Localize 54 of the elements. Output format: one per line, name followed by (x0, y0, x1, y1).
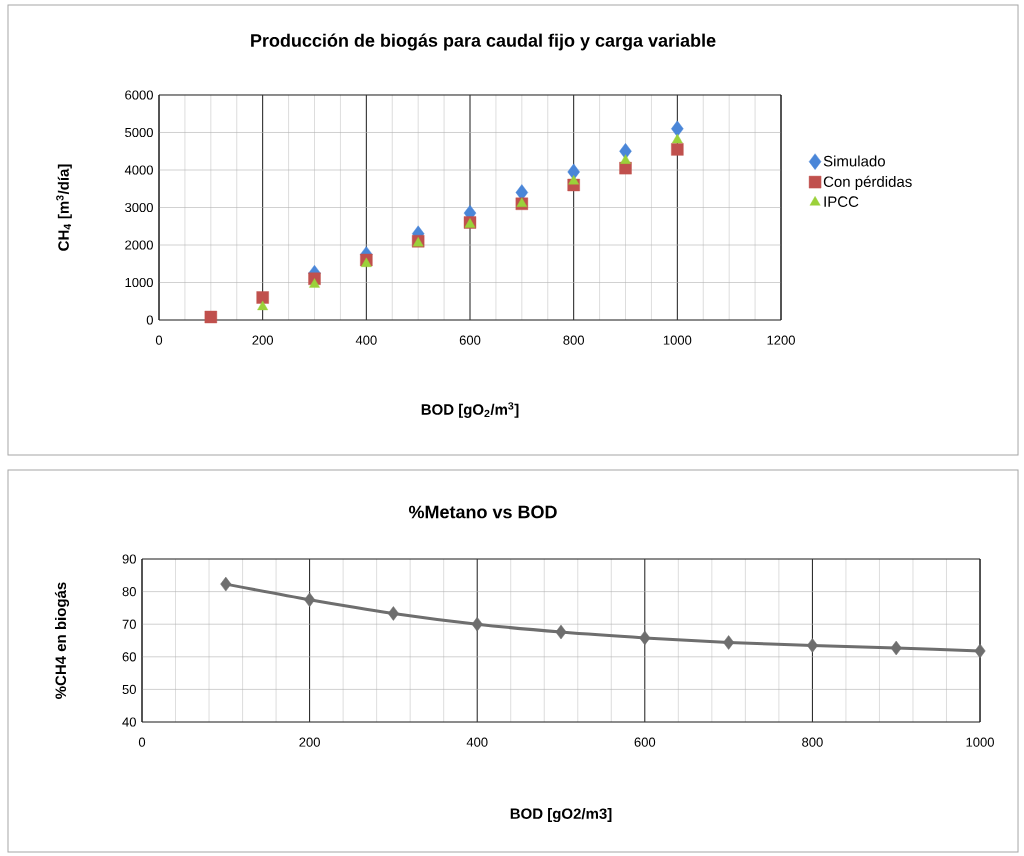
x-tick-label: 200 (252, 335, 274, 345)
point (220, 576, 232, 592)
x-tick-label: 1000 (966, 737, 994, 747)
y-tick-label: 50 (122, 684, 136, 695)
x-tick-label: 1200 (767, 335, 795, 345)
x-tick-label: 600 (634, 737, 656, 747)
point (204, 310, 218, 324)
x-tick-label: 600 (459, 335, 481, 345)
y-tick-label: 4000 (124, 165, 153, 175)
point (671, 143, 684, 156)
x-tick-label: 800 (563, 335, 585, 345)
x-tick-label: 0 (155, 335, 163, 345)
point (256, 291, 269, 304)
y-tick-label: 70 (122, 619, 136, 629)
y-tick-label: 2000 (125, 240, 153, 250)
legend-label: Simulado (823, 155, 885, 167)
chart-title: Producción de biogás para caudal fijo y carga variable (251, 33, 716, 51)
x-axis-title: BOD [gO2/m3] (510, 807, 612, 823)
point (304, 592, 316, 608)
y-tick-label: 40 (122, 717, 136, 727)
point (257, 300, 269, 311)
point (806, 638, 818, 653)
point (671, 120, 684, 137)
x-tick-label: 800 (802, 737, 823, 747)
y-tick-label: 60 (122, 652, 136, 662)
point (568, 175, 580, 185)
y-tick-label: 1000 (125, 277, 153, 288)
y-axis-title: CH$_{4}$ [m$^{3}$/día] (56, 164, 72, 251)
y-tick-label: 5000 (125, 127, 153, 138)
legend-label: IPCC (824, 196, 859, 207)
point (671, 133, 683, 144)
point (620, 154, 631, 164)
y-tick-label: 80 (122, 587, 136, 597)
chart-title: %Metano vs BOD (408, 505, 557, 519)
point (974, 643, 986, 659)
y-axis-title: %CH4 en biogás (54, 582, 70, 699)
point (890, 640, 902, 656)
point (639, 630, 651, 646)
point (471, 616, 483, 632)
legend-label: Con pérdidas (823, 175, 912, 190)
point (360, 257, 372, 267)
point (387, 606, 399, 621)
y-tick-label: 90 (122, 554, 136, 564)
x-tick-label: 1000 (663, 335, 692, 345)
point (723, 635, 735, 650)
y-tick-label: 0 (146, 315, 153, 325)
point (309, 278, 320, 288)
y-tick-label: 3000 (125, 202, 153, 213)
x-tick-label: 400 (355, 335, 377, 345)
y-tick-label: 6000 (125, 90, 153, 100)
x-axis-title: BOD [gO$_{2}$/m$^{3}$] (421, 402, 519, 418)
point (555, 624, 567, 640)
x-tick-label: 400 (466, 737, 488, 747)
x-tick-label: 200 (299, 737, 320, 747)
